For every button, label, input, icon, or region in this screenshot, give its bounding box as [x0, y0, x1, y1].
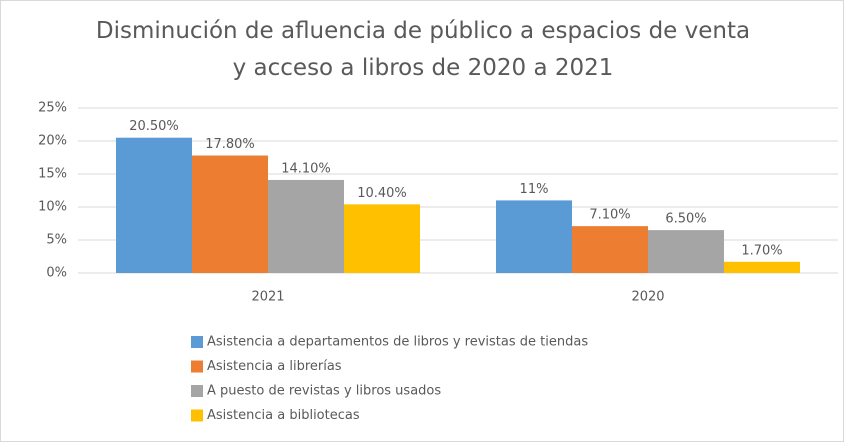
- bar: [648, 230, 724, 273]
- legend-label: Asistencia a departamentos de libros y r…: [207, 335, 588, 350]
- legend-swatch: [191, 409, 203, 422]
- y-tick-label: 15%: [38, 167, 67, 182]
- bar: [116, 137, 192, 273]
- y-tick-label: 0%: [46, 266, 67, 281]
- legend-swatch: [191, 336, 203, 348]
- legend-label: Asistencia a bibliotecas: [207, 408, 360, 423]
- bar: [496, 200, 572, 273]
- x-tick-label: 2021: [251, 290, 284, 305]
- value-label: 6.50%: [665, 212, 706, 227]
- y-tick-label: 5%: [46, 233, 67, 248]
- x-tick-label: 2020: [631, 290, 664, 305]
- bar: [572, 226, 648, 273]
- y-tick-label: 10%: [38, 200, 67, 215]
- bar: [268, 179, 344, 273]
- value-label: 14.10%: [281, 161, 331, 176]
- legend-swatch: [191, 360, 203, 373]
- value-label: 17.80%: [205, 137, 255, 152]
- bar: [724, 261, 800, 273]
- value-label: 7.10%: [589, 208, 630, 223]
- y-tick-label: 25%: [38, 101, 67, 116]
- y-tick-label: 20%: [38, 134, 67, 149]
- chart-title: Disminución de afluencia de público a es…: [95, 18, 751, 81]
- legend-swatch: [191, 385, 203, 397]
- value-label: 10.40%: [357, 186, 407, 201]
- legend-label: A puesto de revistas y libros usados: [207, 384, 441, 399]
- value-label: 11%: [520, 182, 549, 197]
- value-label: 20.50%: [129, 119, 179, 134]
- bar: [192, 155, 268, 273]
- value-label: 1.70%: [741, 243, 782, 258]
- legend-label: Asistencia a librerías: [207, 359, 342, 374]
- bar: [344, 204, 420, 273]
